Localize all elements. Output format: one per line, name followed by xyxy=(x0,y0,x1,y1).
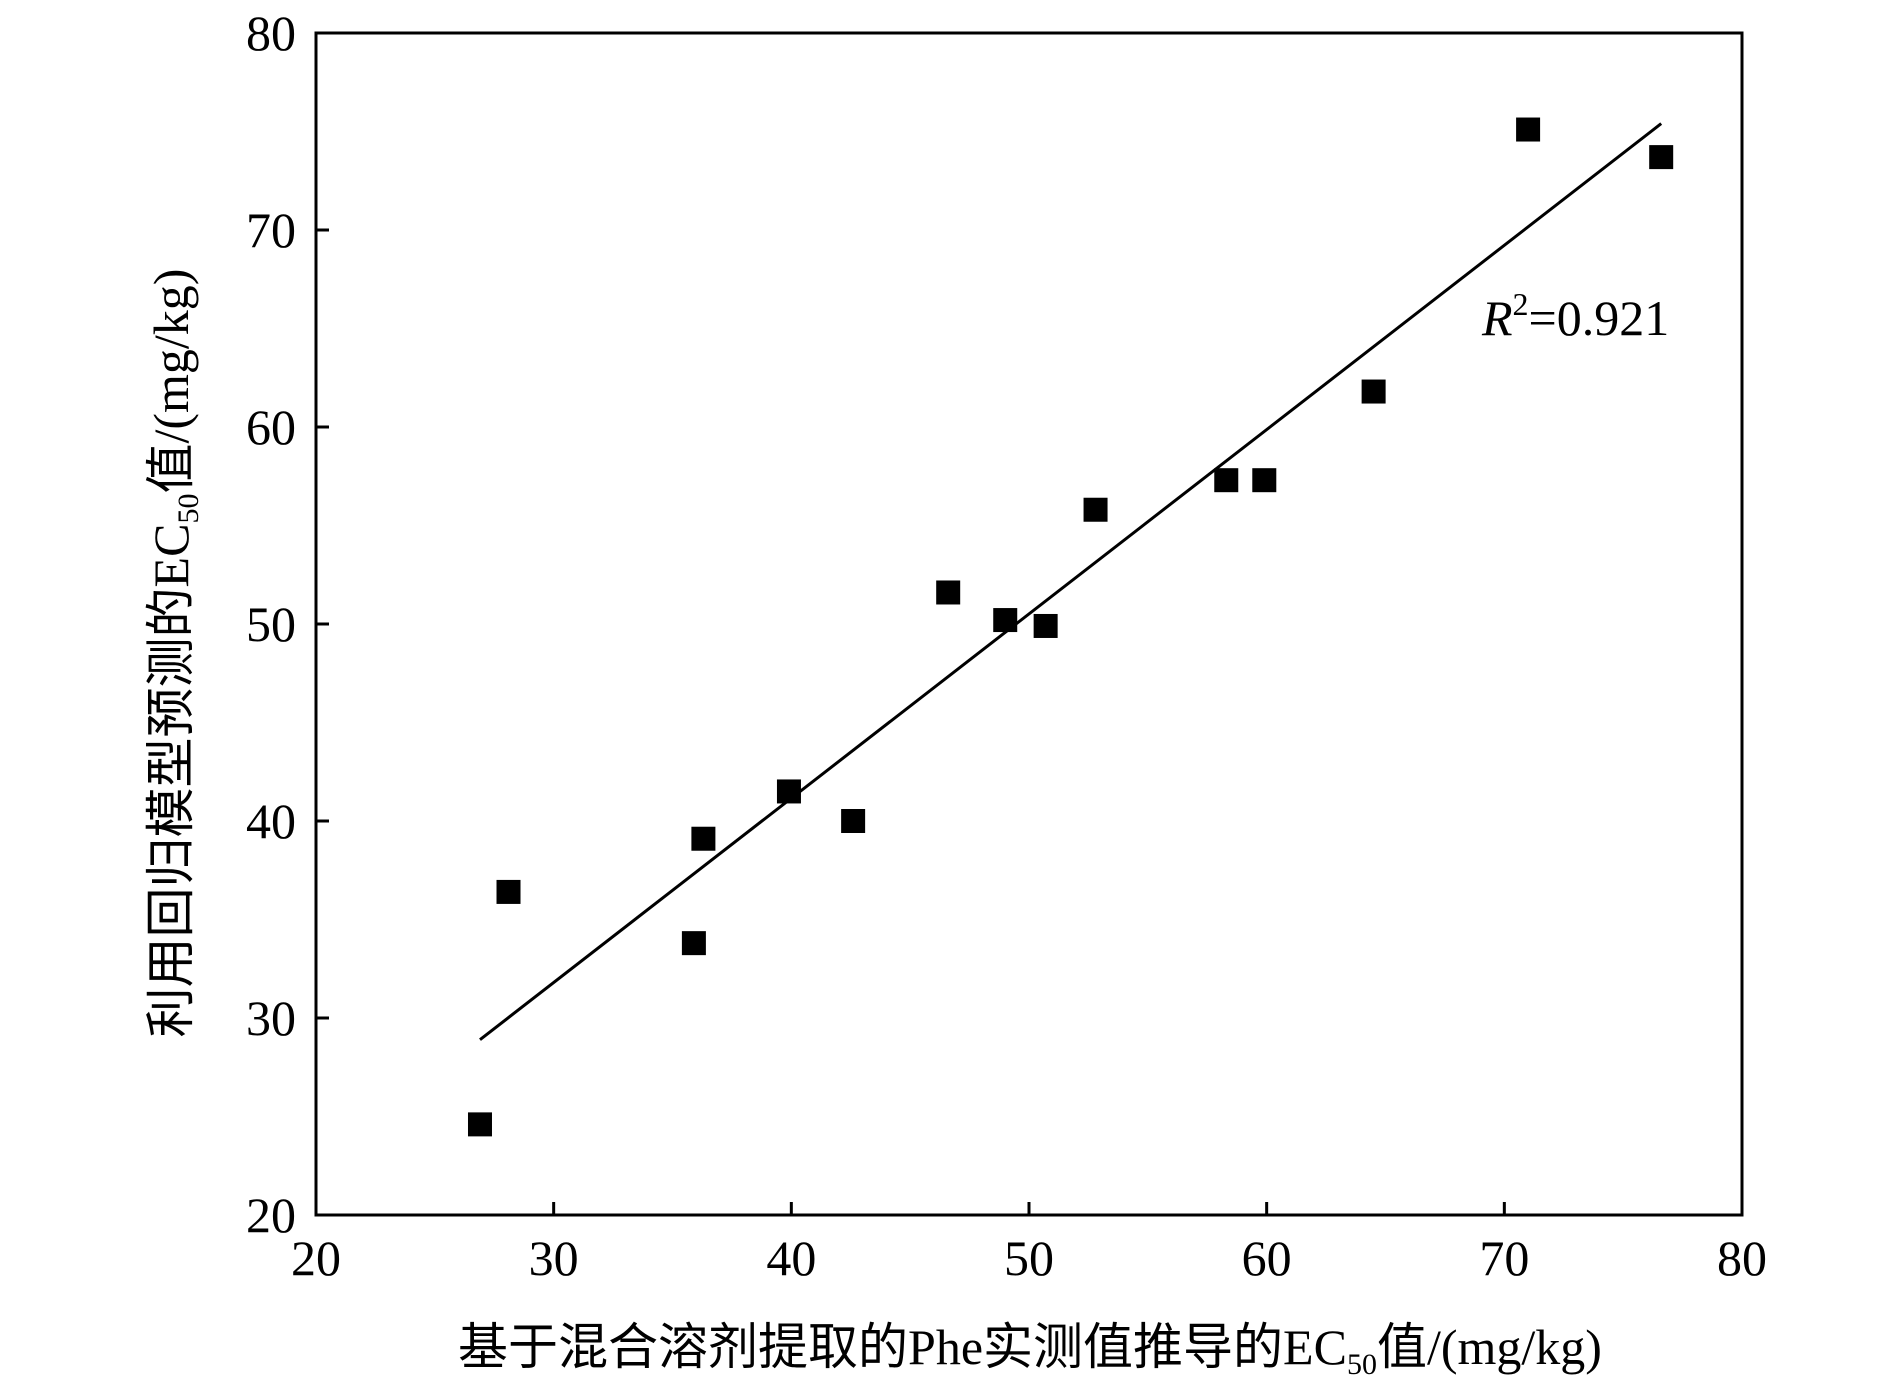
r-squared-annotation: R2=0.921 xyxy=(1481,286,1669,346)
y-tick-label: 30 xyxy=(246,990,296,1046)
data-point xyxy=(1214,468,1239,493)
data-points xyxy=(467,117,1674,1137)
data-point xyxy=(1252,468,1277,493)
y-tick-label: 70 xyxy=(246,202,296,258)
data-point xyxy=(1083,497,1108,522)
data-point xyxy=(681,931,706,956)
data-point xyxy=(467,1112,492,1137)
x-axis-title-unit: 值/(mg/kg) xyxy=(1377,1319,1602,1375)
x-axis-title-subscript: 50 xyxy=(1347,1348,1377,1381)
y-axis-title-subscript: 50 xyxy=(172,494,205,524)
y-axis-title: 利用回归模型预测的EC50值/(mg/kg) xyxy=(143,269,205,1038)
x-axis-title-main: 基于混合溶剂提取的Phe实测值推导的EC xyxy=(458,1319,1347,1375)
x-tick-label: 80 xyxy=(1717,1230,1767,1286)
x-tick-label: 50 xyxy=(1004,1230,1054,1286)
x-tick-label: 20 xyxy=(291,1230,341,1286)
regression-line xyxy=(479,122,1663,1041)
r-squared-value: =0.921 xyxy=(1529,290,1670,346)
data-point xyxy=(496,879,521,904)
data-point xyxy=(841,809,866,833)
x-axis-title: 基于混合溶剂提取的Phe实测值推导的EC50值/(mg/kg) xyxy=(458,1319,1602,1381)
y-tick-label: 40 xyxy=(246,793,296,849)
y-tick-label: 50 xyxy=(246,596,296,652)
x-tick-label: 40 xyxy=(766,1230,816,1286)
data-point xyxy=(691,826,716,851)
y-tick-label: 80 xyxy=(246,5,296,61)
plot-area-frame xyxy=(314,31,1744,1217)
y-tick-label: 60 xyxy=(246,399,296,455)
data-point xyxy=(993,608,1018,633)
y-axis-title-unit: 值/(mg/kg) xyxy=(143,269,199,494)
r-symbol: R xyxy=(1481,290,1513,346)
y-tick-label: 20 xyxy=(246,1187,296,1243)
data-point xyxy=(1361,379,1386,404)
axis-ticks: 20 30 40 50 60 70 80 20 30 40 50 60 70 80 xyxy=(246,5,1767,1286)
data-point xyxy=(936,580,961,605)
r-superscript: 2 xyxy=(1513,286,1529,322)
x-tick-label: 70 xyxy=(1479,1230,1529,1286)
data-point xyxy=(1649,145,1674,170)
data-point xyxy=(1033,613,1058,638)
x-tick-label: 30 xyxy=(529,1230,579,1286)
data-point xyxy=(1516,117,1541,142)
y-axis-title-main: 利用回归模型预测的EC xyxy=(143,524,199,1038)
x-tick-label: 60 xyxy=(1242,1230,1292,1286)
